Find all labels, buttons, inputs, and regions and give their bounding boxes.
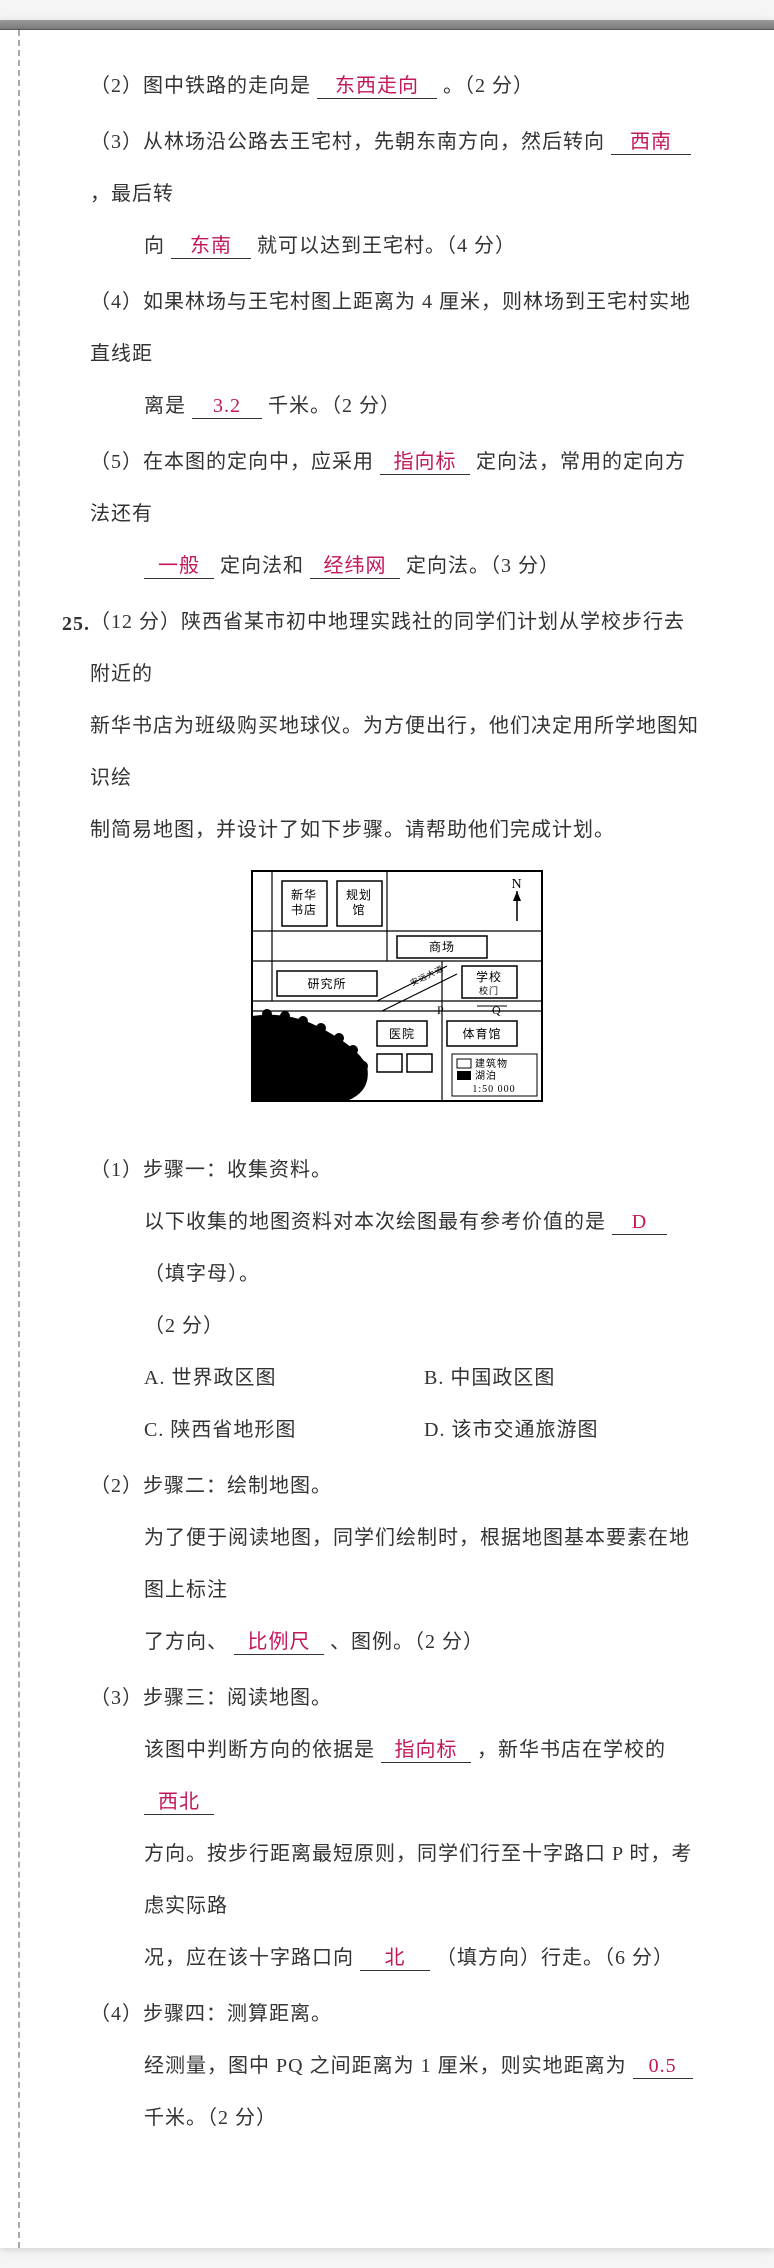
svg-text:体育馆: 体育馆 — [462, 1026, 501, 1041]
line: 新华书店为班级购买地球仪。为方便出行，他们决定用所学地图知识绘 — [90, 700, 704, 804]
svg-text:Q: Q — [492, 1003, 502, 1017]
svg-text:商场: 商场 — [429, 939, 455, 954]
svg-text:1:50 000: 1:50 000 — [472, 1084, 515, 1095]
blank-answer: 北 — [360, 1946, 430, 1971]
text: （3）从林场沿公路去王宅村，先朝东南方向，然后转向 — [90, 131, 605, 153]
line: 了方向、 比例尺 、图例。（2 分） — [90, 1616, 704, 1668]
svg-text:馆: 馆 — [352, 902, 365, 917]
page: （2）图中铁路的走向是 东西走向 。（2 分） （3）从林场沿公路去王宅村，先朝… — [0, 20, 774, 2248]
text: （填方向）行走。（6 分） — [436, 1947, 674, 1969]
text: 千米。（2 分） — [268, 395, 401, 417]
page-top-bar — [0, 20, 774, 30]
line: 离是 3.2 千米。（2 分） — [90, 380, 704, 432]
line: （4）如果林场与王宅村图上距离为 4 厘米，则林场到王宅村实地直线距 — [90, 276, 704, 380]
text: 千米。（2 分） — [144, 2107, 277, 2129]
line: 一般 定向法和 经纬网 定向法。（3 分） — [90, 540, 704, 592]
blank-answer: 西北 — [144, 1790, 214, 1815]
line: 以下收集的地图资料对本次绘图最有参考价值的是 D （填字母）。 — [90, 1196, 704, 1300]
text: （5）在本图的定向中，应采用 — [90, 451, 374, 473]
option-d: D. 该市交通旅游图 — [424, 1404, 704, 1456]
step-title: （1）步骤一：收集资料。 — [90, 1144, 704, 1196]
text: （填字母）。 — [144, 1263, 260, 1285]
line: 该图中判断方向的依据是 指向标 ，新华书店在学校的 西北 — [90, 1724, 704, 1828]
text: 就可以达到王宅村。（4 分） — [257, 235, 516, 257]
step-title: （4）步骤四：测算距离。 — [90, 1988, 704, 2040]
text: （2）图中铁路的走向是 — [90, 75, 311, 97]
svg-text:新华: 新华 — [291, 887, 317, 902]
blank-answer: 比例尺 — [234, 1630, 324, 1655]
option-c: C. 陕西省地形图 — [144, 1404, 424, 1456]
q25-step1: （1）步骤一：收集资料。 以下收集的地图资料对本次绘图最有参考价值的是 D （填… — [90, 1144, 704, 1456]
q24-part5: （5）在本图的定向中，应采用 指向标 定向法，常用的定向方法还有 一般 定向法和… — [90, 436, 704, 592]
svg-text:医院: 医院 — [389, 1027, 415, 1041]
q25-step2: （2）步骤二：绘制地图。 为了便于阅读地图，同学们绘制时，根据地图基本要素在地图… — [90, 1460, 704, 1668]
text: 。（2 分） — [443, 75, 534, 97]
step-title: （2）步骤二：绘制地图。 — [90, 1460, 704, 1512]
line: （12 分）陕西省某市初中地理实践社的同学们计划从学校步行去附近的 — [90, 596, 704, 700]
svg-text:建筑物: 建筑物 — [475, 1057, 508, 1070]
svg-text:规划: 规划 — [346, 887, 372, 902]
text: ，新华书店在学校的 — [477, 1739, 666, 1761]
text: 该图中判断方向的依据是 — [144, 1739, 375, 1761]
blank-answer: 东西走向 — [317, 74, 437, 99]
blank-answer: 0.5 — [633, 2054, 693, 2079]
text: 向 — [144, 235, 165, 257]
blank-answer: D — [612, 1210, 667, 1235]
line: 向 东南 就可以达到王宅村。（4 分） — [90, 220, 704, 272]
q25-step4: （4）步骤四：测算距离。 经测量，图中 PQ 之间距离为 1 厘米，则实地距离为… — [90, 1988, 704, 2144]
svg-text:N: N — [511, 877, 522, 892]
page-content: （2）图中铁路的走向是 东西走向 。（2 分） （3）从林场沿公路去王宅村，先朝… — [18, 30, 774, 2248]
text: 、图例。（2 分） — [330, 1631, 484, 1653]
option-b: B. 中国政区图 — [424, 1352, 704, 1404]
svg-text:书店: 书店 — [291, 903, 317, 917]
step-title: （3）步骤三：阅读地图。 — [90, 1672, 704, 1724]
options-row: A. 世界政区图 C. 陕西省地形图 B. 中国政区图 D. 该市交通旅游图 — [90, 1352, 704, 1456]
blank-answer: 3.2 — [192, 394, 262, 419]
text: 定向法和 — [220, 555, 304, 577]
text: 离是 — [144, 395, 186, 417]
text: 定向法。（3 分） — [406, 555, 560, 577]
svg-text:研究所: 研究所 — [307, 976, 346, 991]
svg-text:学校: 学校 — [476, 969, 502, 984]
score: （2 分） — [90, 1300, 704, 1352]
text: ，最后转 — [90, 183, 174, 205]
option-a: A. 世界政区图 — [144, 1352, 424, 1404]
blank-answer: 指向标 — [381, 1738, 471, 1763]
line: 制简易地图，并设计了如下步骤。请帮助他们完成计划。 — [90, 804, 704, 856]
blank-answer: 经纬网 — [310, 554, 400, 579]
q25-intro: （12 分）陕西省某市初中地理实践社的同学们计划从学校步行去附近的 新华书店为班… — [90, 596, 704, 856]
text: 经测量，图中 PQ 之间距离为 1 厘米，则实地距离为 — [144, 2055, 627, 2077]
blank-answer: 东南 — [171, 234, 251, 259]
question-number: 25. — [62, 598, 90, 650]
line: 方向。按步行距离最短原则，同学们行至十字路口 P 时，考虑实际路 — [90, 1828, 704, 1932]
svg-text:校门: 校门 — [479, 985, 499, 996]
q24-part4: （4）如果林场与王宅村图上距离为 4 厘米，则林场到王宅村实地直线距 离是 3.… — [90, 276, 704, 432]
blank-answer: 一般 — [144, 554, 214, 579]
q24-part3: （3）从林场沿公路去王宅村，先朝东南方向，然后转向 西南 ，最后转 向 东南 就… — [90, 116, 704, 272]
line: 况，应在该十字路口向 北 （填方向）行走。（6 分） — [90, 1932, 704, 1984]
svg-text:P: P — [437, 1003, 445, 1017]
blank-answer: 指向标 — [380, 450, 470, 475]
text: 以下收集的地图资料对本次绘图最有参考价值的是 — [144, 1211, 606, 1233]
q24-part2: （2）图中铁路的走向是 东西走向 。（2 分） — [90, 60, 704, 112]
text: 况，应在该十字路口向 — [144, 1947, 354, 1969]
svg-text:湖泊: 湖泊 — [475, 1070, 497, 1082]
q25: 25. （12 分）陕西省某市初中地理实践社的同学们计划从学校步行去附近的 新华… — [90, 596, 704, 2144]
text: 了方向、 — [144, 1631, 228, 1653]
map-figure: 新华 书店 规划 馆 商场 研究所 学校 校门 P — [90, 866, 704, 1126]
line: （3）从林场沿公路去王宅村，先朝东南方向，然后转向 西南 ，最后转 — [90, 116, 704, 220]
q25-step3: （3）步骤三：阅读地图。 该图中判断方向的依据是 指向标 ，新华书店在学校的 西… — [90, 1672, 704, 1984]
blank-answer: 西南 — [611, 130, 691, 155]
map-svg: 新华 书店 规划 馆 商场 研究所 学校 校门 P — [247, 866, 547, 1106]
line: 经测量，图中 PQ 之间距离为 1 厘米，则实地距离为 0.5 千米。（2 分） — [90, 2040, 704, 2144]
line: 为了便于阅读地图，同学们绘制时，根据地图基本要素在地图上标注 — [90, 1512, 704, 1616]
line: （5）在本图的定向中，应采用 指向标 定向法，常用的定向方法还有 — [90, 436, 704, 540]
